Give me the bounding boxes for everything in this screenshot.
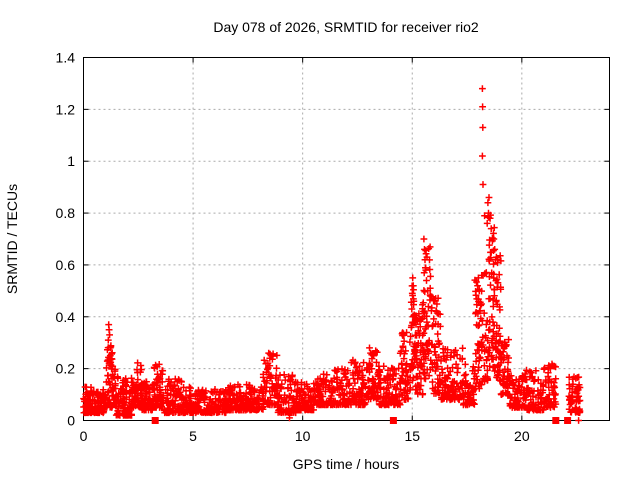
y-tick-label: 0 — [67, 413, 75, 429]
y-tick-label: 0.8 — [56, 205, 76, 221]
x-tick-label: 20 — [514, 428, 530, 444]
zero-flag-square-marker — [151, 417, 159, 424]
zero-flag-square-marker — [552, 417, 560, 424]
grid-lines — [83, 57, 610, 421]
chart-title: Day 078 of 2026, SRMTID for receiver rio… — [213, 19, 479, 35]
x-axis-label: GPS time / hours — [293, 456, 400, 472]
y-tick-label: 0.2 — [56, 361, 76, 377]
zero-flag-square-marker — [389, 417, 397, 424]
x-tick-label: 5 — [189, 428, 197, 444]
y-tick-label: 1.4 — [56, 50, 76, 66]
scatter-points — [80, 85, 584, 424]
axis-tick-labels: 0 5 10 15 20 0 0.2 0.4 0.6 0.8 1 1.2 1.4 — [56, 50, 530, 445]
x-tick-label: 0 — [80, 428, 88, 444]
y-tick-label: 1 — [67, 153, 75, 169]
x-tick-label: 15 — [404, 428, 420, 444]
y-axis-label: SRMTID / TECUs — [4, 184, 20, 294]
axis-ticks — [83, 57, 610, 421]
y-tick-label: 0.4 — [56, 309, 76, 325]
plot-border — [83, 57, 610, 421]
y-tick-label: 0.6 — [56, 257, 76, 273]
zero-flag-square-marker — [564, 417, 572, 424]
y-tick-label: 1.2 — [56, 101, 76, 117]
srmtid-plus-markers — [80, 85, 584, 424]
x-tick-label: 10 — [295, 428, 311, 444]
